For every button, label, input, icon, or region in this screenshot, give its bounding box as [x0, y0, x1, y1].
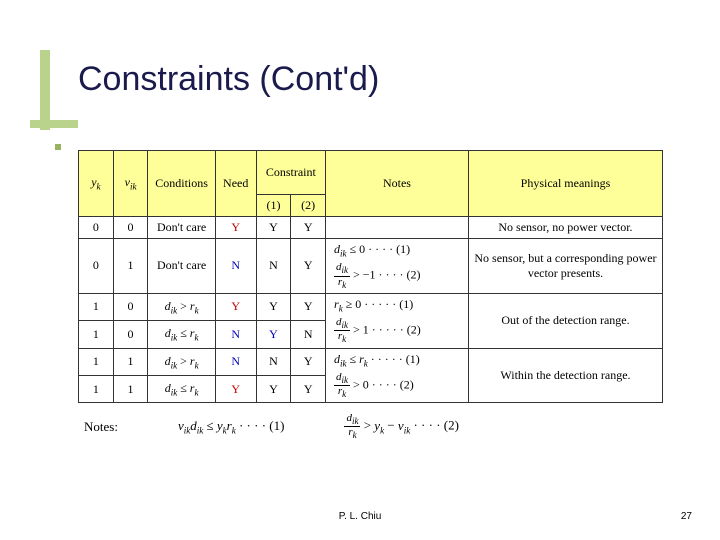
cell-pm: No sensor, but a corresponding power vec… — [468, 239, 662, 294]
cell-c1: Y — [256, 293, 291, 320]
cell-yk: 1 — [79, 348, 114, 375]
table-row: 1 1 dik > rk N N Y dik ≤ rk · · · · · (1… — [79, 348, 663, 375]
th-need: Need — [215, 151, 256, 217]
cell-c1: N — [256, 348, 291, 375]
page-title: Constraints (Cont'd) — [78, 60, 379, 99]
cell-notes: dik ≤ 0 · · · · (1) dikrk > −1 · · · · (… — [326, 239, 469, 294]
notes-label: Notes: — [84, 419, 118, 435]
th-vik: vik — [113, 151, 148, 217]
cell-c1: Y — [256, 321, 291, 348]
cell-cond: Don't care — [148, 239, 215, 294]
cell-c2: Y — [291, 375, 326, 402]
accent-bullet — [55, 144, 61, 150]
th-yk: yk — [79, 151, 114, 217]
cell-pm: Out of the detection range. — [468, 293, 662, 348]
cell-vik: 1 — [113, 375, 148, 402]
cell-need: Y — [215, 217, 256, 239]
cell-yk: 1 — [79, 321, 114, 348]
cell-vik: 0 — [113, 217, 148, 239]
cell-yk: 1 — [79, 293, 114, 320]
table-row: 0 1 Don't care N N Y dik ≤ 0 · · · · (1)… — [79, 239, 663, 294]
table-row: 1 0 dik > rk Y Y Y rk ≥ 0 · · · · · (1) … — [79, 293, 663, 320]
accent-vertical — [40, 50, 50, 130]
cell-notes: rk ≥ 0 · · · · · (1) dikrk > 1 · · · · ·… — [326, 293, 469, 348]
th-physical-meanings: Physical meanings — [468, 151, 662, 217]
cell-c2: Y — [291, 293, 326, 320]
eq1: vikdik ≤ ykrk · · · · (1) — [178, 418, 285, 436]
table-container: yk vik Conditions Need Constraint Notes … — [78, 150, 663, 441]
cell-c1: Y — [256, 375, 291, 402]
cell-pm: Within the detection range. — [468, 348, 662, 403]
cell-cond: Don't care — [148, 217, 215, 239]
cell-vik: 0 — [113, 321, 148, 348]
cell-c1: N — [256, 239, 291, 294]
cell-c1: Y — [256, 217, 291, 239]
footer-author: P. L. Chiu — [0, 511, 720, 522]
accent-horizontal — [30, 120, 78, 128]
cell-need: Y — [215, 375, 256, 402]
cell-yk: 1 — [79, 375, 114, 402]
cell-need: Y — [215, 293, 256, 320]
th-constraint: Constraint — [256, 151, 325, 195]
cell-vik: 1 — [113, 348, 148, 375]
th-conditions: Conditions — [148, 151, 215, 217]
cell-vik: 0 — [113, 293, 148, 320]
eq2: dikrk > yk − vik · · · · (2) — [344, 413, 458, 440]
cell-cond: dik ≤ rk — [148, 321, 215, 348]
cell-yk: 0 — [79, 239, 114, 294]
cell-cond: dik > rk — [148, 348, 215, 375]
cell-cond: dik ≤ rk — [148, 375, 215, 402]
cell-c2: Y — [291, 239, 326, 294]
cell-need: N — [215, 239, 256, 294]
cell-vik: 1 — [113, 239, 148, 294]
cell-pm: No sensor, no power vector. — [468, 217, 662, 239]
cell-c2: Y — [291, 348, 326, 375]
cell-need: N — [215, 348, 256, 375]
th-c1: (1) — [256, 195, 291, 217]
table-row: 0 0 Don't care Y Y Y No sensor, no power… — [79, 217, 663, 239]
bottom-notes: Notes: vikdik ≤ ykrk · · · · (1) dikrk >… — [78, 413, 663, 440]
cell-notes: dik ≤ rk · · · · · (1) dikrk > 0 · · · ·… — [326, 348, 469, 403]
th-c2: (2) — [291, 195, 326, 217]
cell-cond: dik > rk — [148, 293, 215, 320]
cell-yk: 0 — [79, 217, 114, 239]
constraints-table: yk vik Conditions Need Constraint Notes … — [78, 150, 663, 403]
cell-need: N — [215, 321, 256, 348]
th-notes: Notes — [326, 151, 469, 217]
cell-c2: Y — [291, 217, 326, 239]
cell-notes — [326, 217, 469, 239]
footer-page: 27 — [681, 511, 692, 522]
cell-c2: N — [291, 321, 326, 348]
